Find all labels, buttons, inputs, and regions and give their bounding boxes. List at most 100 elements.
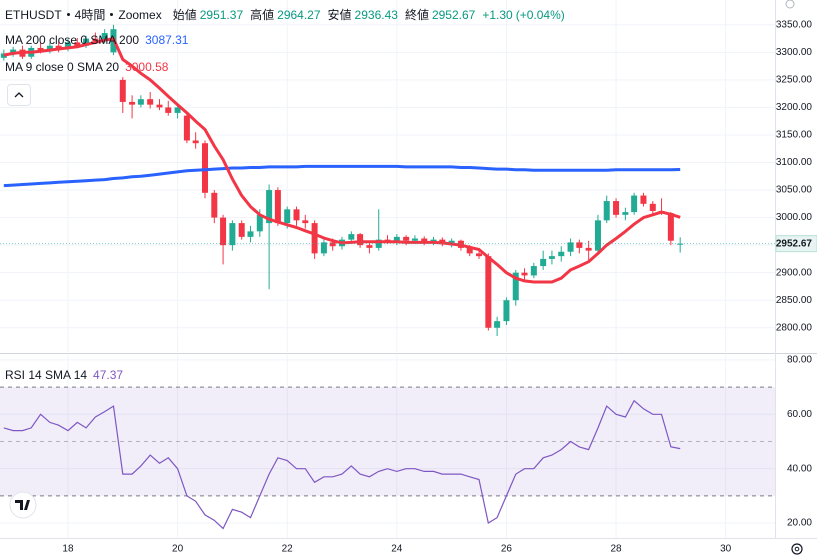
ma-line xyxy=(3,164,681,188)
scale-icon xyxy=(785,0,795,9)
legend-value: 3000.58 xyxy=(125,60,169,74)
low-value: 2936.43 xyxy=(354,7,398,22)
candle-body xyxy=(64,42,71,50)
header: ETHUSDT 4時間 Zoomex 始値 2951.37 高値 2964.27 安… xyxy=(5,6,569,23)
candle-body xyxy=(448,240,455,245)
last-price-label: 2952.67 xyxy=(776,238,813,249)
candle-body xyxy=(55,45,62,50)
candle-body xyxy=(540,258,547,267)
candle-body xyxy=(229,223,236,246)
candle-body xyxy=(201,143,208,193)
legend-name: MA 9 close 0 SMA 20 xyxy=(5,60,120,74)
candle-body xyxy=(649,203,656,211)
candle-body xyxy=(119,79,126,102)
candle-body xyxy=(92,38,99,42)
candle-body xyxy=(476,253,483,257)
y-tick-label: 3000.00 xyxy=(776,212,813,223)
candle-body xyxy=(421,238,428,243)
candle-body xyxy=(284,209,291,224)
candle-body xyxy=(631,195,638,213)
candle-body xyxy=(147,99,154,105)
legend-value: 47.37 xyxy=(93,368,124,382)
candle-body xyxy=(183,115,190,141)
candle-body xyxy=(238,223,245,237)
candle-body xyxy=(46,45,53,52)
y-tick-label: 3100.00 xyxy=(776,157,813,168)
y-tick-label: 3350.00 xyxy=(776,19,813,30)
candle-body xyxy=(37,47,44,52)
y-tick-label: 2850.00 xyxy=(776,295,813,306)
candle-body xyxy=(530,266,537,276)
candle-body xyxy=(585,247,592,251)
candle-body xyxy=(521,272,528,276)
candle-body xyxy=(667,213,674,241)
legend-rsi: RSI 14 SMA 14 47.37 xyxy=(5,368,123,382)
y-tick-label: 3250.00 xyxy=(776,75,813,86)
candle-body xyxy=(411,238,418,241)
exchange: Zoomex xyxy=(118,7,162,22)
high-value: 2964.27 xyxy=(277,7,321,22)
ma-line xyxy=(3,37,681,284)
candle-body xyxy=(576,242,583,248)
y-tick-label: 40.00 xyxy=(787,463,812,474)
candle-body xyxy=(594,220,601,251)
y-tick-label: 2800.00 xyxy=(776,322,813,333)
collapse-button[interactable] xyxy=(7,84,31,106)
candle-body xyxy=(548,256,555,259)
candle-body xyxy=(74,42,81,46)
rsi-line xyxy=(3,399,681,530)
candle-body xyxy=(357,234,364,246)
y-tick-label: 3050.00 xyxy=(776,185,813,196)
candle-body xyxy=(83,38,90,46)
y-tick-label: 3150.00 xyxy=(776,130,813,141)
candle-body xyxy=(10,49,17,54)
low-label: 安値 xyxy=(327,8,352,22)
candle-body xyxy=(403,236,410,241)
x-tick-label: 18 xyxy=(62,544,74,555)
candle-body xyxy=(640,195,647,204)
candle-body xyxy=(101,33,108,42)
candle-body xyxy=(366,245,373,248)
high-label: 高値 xyxy=(250,8,275,22)
candle-body xyxy=(558,251,565,257)
change-pct: (+0.04%) xyxy=(515,7,565,22)
candle-body xyxy=(485,256,492,328)
symbol: ETHUSDT xyxy=(5,7,62,22)
last-price-tag xyxy=(775,235,817,253)
separator xyxy=(110,13,114,16)
candle-body xyxy=(603,201,610,221)
candle-body xyxy=(311,223,318,254)
candle-body xyxy=(156,104,163,108)
x-tick-label: 20 xyxy=(172,544,184,555)
candle-body xyxy=(0,53,7,58)
candle-body xyxy=(393,236,400,243)
open-value: 2951.37 xyxy=(199,7,244,22)
close-value: 2952.67 xyxy=(431,7,476,22)
candle-body xyxy=(494,321,501,328)
y-tick-label: 3300.00 xyxy=(776,47,813,58)
x-tick-label: 28 xyxy=(610,544,622,555)
settings-icon-center xyxy=(794,546,800,552)
legend-ma200: MA 200 close 0 SMA 200 3087.31 xyxy=(5,33,188,47)
candle-body xyxy=(247,231,254,237)
candle-body xyxy=(613,201,620,215)
x-tick-label: 26 xyxy=(501,544,513,555)
close-label: 終値 xyxy=(404,8,429,22)
y-tick-label: 2900.00 xyxy=(776,267,813,278)
legend-name: RSI 14 SMA 14 xyxy=(5,368,88,382)
candle-body xyxy=(274,190,281,224)
x-tick-label: 30 xyxy=(720,544,732,555)
candle-body xyxy=(302,220,309,224)
x-tick-label: 24 xyxy=(391,544,403,555)
candle-body xyxy=(329,242,336,247)
candle-body xyxy=(503,300,510,322)
candle-body xyxy=(293,209,300,221)
y-tick-label: 60.00 xyxy=(787,409,812,420)
candle-body xyxy=(137,99,144,105)
candle-body xyxy=(256,214,263,232)
candle-body xyxy=(466,247,473,254)
legend-value: 3087.31 xyxy=(145,33,189,47)
candle-body xyxy=(348,234,355,240)
legend-ma9: MA 9 close 0 SMA 20 3000.58 xyxy=(5,60,168,74)
settings-icon xyxy=(791,543,803,555)
